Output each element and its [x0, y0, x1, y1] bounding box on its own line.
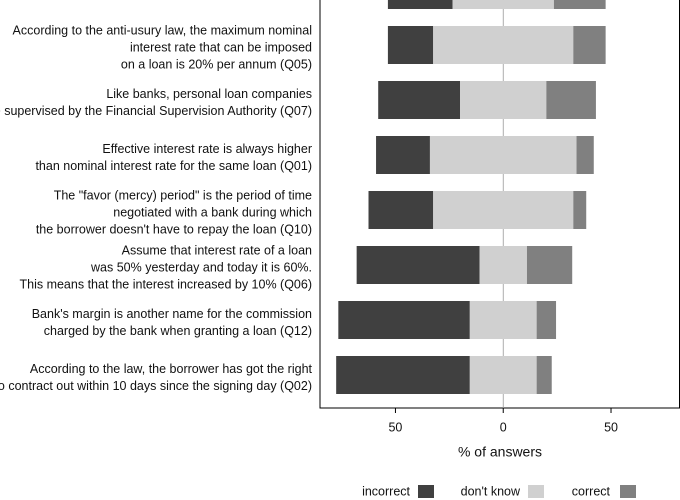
category-label: to contract out within 10 days since the… [0, 379, 312, 393]
category-label: charged by the bank when granting a loan… [44, 324, 312, 338]
bar-segment [479, 246, 527, 284]
category-label: The "favor (mercy) period" is the period… [54, 188, 312, 202]
bar-segment [376, 136, 430, 174]
x-tick-label: 0 [500, 420, 507, 434]
x-tick-label: 50 [604, 420, 618, 434]
bar-segment [553, 0, 606, 9]
legend-label: correct [572, 484, 611, 498]
bar-segment [573, 26, 606, 64]
bar-segment [526, 246, 573, 284]
category-label: Like banks, personal loan companies [106, 87, 312, 101]
category-label: than nominal interest rate for the same … [35, 159, 312, 173]
bar-segment [338, 301, 470, 339]
category-label: According to the anti-usury law, the max… [13, 23, 312, 37]
bar-segment [336, 356, 470, 394]
legend-label: don't know [461, 484, 521, 498]
category-label: Effective interest rate is always higher [102, 142, 312, 156]
bar-segment [433, 26, 574, 64]
category-label: are supervised by the Financial Supervis… [0, 104, 312, 118]
category-label: Assume that interest rate of a loan [122, 243, 312, 257]
bar-segment [387, 26, 434, 64]
category-label: interest rate that can be imposed [130, 40, 312, 54]
bar-segment [469, 301, 537, 339]
legend-swatch [620, 485, 636, 498]
bar-segment [429, 136, 577, 174]
x-axis-title: % of answers [458, 444, 542, 460]
bar-segment [452, 0, 554, 9]
x-tick-label: 50 [388, 420, 402, 434]
legend-swatch [418, 485, 434, 498]
bar-segment [433, 191, 574, 229]
category-label: According to the law, the borrower has g… [30, 362, 313, 376]
category-label: This means that the interest increased b… [19, 277, 312, 291]
bar-segment [546, 81, 596, 119]
bar-segment [387, 0, 453, 9]
category-label: the borrower doesn't have to repay the l… [36, 222, 312, 236]
bar-segment [536, 301, 557, 339]
bar-segment [356, 246, 480, 284]
category-label: was 50% yesterday and today it is 60%. [90, 260, 312, 274]
bar-segment [460, 81, 547, 119]
legend-label: incorrect [362, 484, 410, 498]
legend-swatch [528, 485, 544, 498]
bar-segment [576, 136, 594, 174]
category-label: on a loan is 20% per annum (Q05) [121, 57, 312, 71]
bar-segment [573, 191, 587, 229]
bar-segment [536, 356, 552, 394]
bar-segment [368, 191, 434, 229]
category-label: Bank's margin is another name for the co… [32, 307, 312, 321]
category-label: negotiated with a bank during which [113, 205, 312, 219]
bar-segment [469, 356, 537, 394]
bar-segment [378, 81, 461, 119]
